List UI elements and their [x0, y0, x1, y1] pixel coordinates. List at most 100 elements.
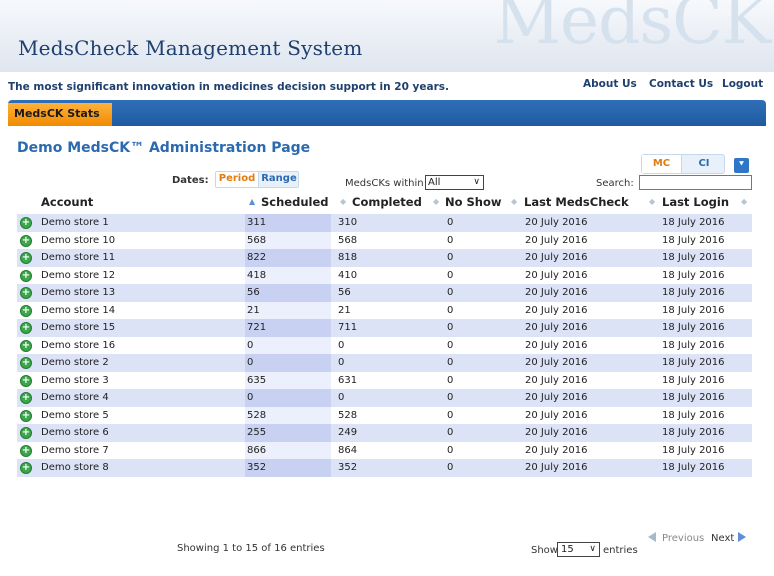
table-header: Account ▲ Scheduled ◆ Completed ◆ No Sho…	[17, 192, 752, 214]
contact-us-link[interactable]: Contact Us	[649, 78, 714, 90]
cell-completed: 410	[338, 269, 358, 281]
cell-last-medscheck: 20 July 2016	[525, 339, 588, 351]
plus-circle-icon[interactable]: +	[20, 462, 32, 474]
cell-account: Demo store 4	[41, 392, 109, 403]
table-row[interactable]: + Demo store 10 568 568 0 20 July 2016 18 July…	[17, 231, 752, 249]
plus-circle-icon[interactable]: +	[20, 304, 32, 317]
table-row[interactable]: + Demo store 5 528 528 0 20 July 2016 18 July …	[17, 406, 752, 424]
cell-completed: 249	[338, 427, 358, 438]
cell-scheduled: 0	[247, 392, 254, 403]
plus-circle-icon[interactable]: +	[20, 409, 32, 422]
plus-circle-icon[interactable]: +	[20, 339, 32, 352]
sort-both-icon: ◆	[433, 197, 440, 206]
plus-circle-icon[interactable]: +	[20, 427, 32, 439]
cell-account: Demo store 6	[41, 427, 109, 438]
cell-no-show: 0	[447, 462, 454, 473]
table-row[interactable]: + Demo store 11 822 818 0 20 July 2016 18 July…	[17, 249, 752, 267]
cell-completed: 631	[338, 374, 358, 386]
cell-no-show: 0	[447, 234, 454, 246]
cell-scheduled: 21	[247, 304, 260, 316]
search-input[interactable]	[639, 175, 752, 190]
tab-medsck-stats[interactable]: MedsCK Stats	[8, 103, 112, 126]
next-label: Next	[711, 533, 735, 544]
plus-circle-icon[interactable]: +	[20, 357, 32, 369]
column-header-no-show[interactable]: No Show	[445, 195, 502, 209]
sort-both-icon: ◆	[741, 197, 748, 206]
table-info: Showing 1 to 15 of 16 entries	[177, 543, 325, 554]
medscks-within-label: MedsCKs within	[345, 178, 424, 189]
table-row[interactable]: + Demo store 6 255 249 0 20 July 2016 18 July …	[17, 424, 752, 442]
table-row[interactable]: + Demo store 1 311 310 0 20 July 2016 18 July …	[17, 214, 752, 232]
table-row[interactable]: + Demo store 7 866 864 0 20 July 2016 18 July …	[17, 441, 752, 459]
cell-last-login: 18 July 2016	[662, 217, 725, 228]
column-header-last-login[interactable]: Last Login	[662, 195, 730, 209]
cell-last-login: 18 July 2016	[662, 374, 725, 386]
cell-completed: 0	[338, 339, 345, 351]
double-chevron-down-icon[interactable]: ⯆	[734, 158, 749, 173]
cell-no-show: 0	[447, 392, 454, 403]
page-length-select[interactable]: 15 ∨	[557, 542, 600, 557]
plus-circle-icon[interactable]: +	[20, 287, 32, 299]
column-header-scheduled[interactable]: Scheduled	[261, 195, 329, 209]
cell-account: Demo store 15	[41, 322, 116, 333]
toggle-ci-button[interactable]: CI	[698, 158, 710, 169]
range-button[interactable]: Range	[261, 173, 297, 184]
table-row[interactable]: + Demo store 8 352 352 0 20 July 2016 18 July …	[17, 459, 752, 477]
cell-no-show: 0	[447, 427, 454, 438]
cell-no-show: 0	[447, 339, 454, 351]
toggle-mc-button[interactable]: MC	[642, 155, 682, 173]
column-header-completed[interactable]: Completed	[352, 195, 422, 209]
chevron-down-icon: ∨	[589, 544, 596, 554]
cell-last-login: 18 July 2016	[662, 304, 725, 316]
cell-no-show: 0	[447, 304, 454, 316]
plus-circle-icon[interactable]: +	[20, 444, 32, 457]
table-row[interactable]: + Demo store 14 21 21 0 20 July 2016 18 July 2…	[17, 301, 752, 319]
table-row[interactable]: + Demo store 12 418 410 0 20 July 2016 18 July…	[17, 266, 752, 284]
cell-completed: 0	[338, 357, 345, 368]
about-us-link[interactable]: About Us	[583, 78, 637, 90]
logout-link[interactable]: Logout	[722, 78, 764, 90]
column-header-account[interactable]: Account	[41, 195, 94, 209]
cell-account: Demo store 13	[41, 287, 116, 298]
cell-last-medscheck: 20 July 2016	[525, 287, 588, 298]
cell-no-show: 0	[447, 322, 454, 333]
tagline-bar	[0, 72, 774, 98]
plus-circle-icon[interactable]: +	[20, 234, 32, 247]
cell-scheduled: 528	[247, 409, 267, 421]
cell-account: Demo store 14	[41, 304, 116, 316]
plus-circle-icon[interactable]: +	[20, 392, 32, 404]
sorted-column-highlight	[245, 301, 331, 319]
cell-last-medscheck: 20 July 2016	[525, 252, 588, 263]
table-row[interactable]: + Demo store 16 0 0 0 20 July 2016 18 July 201…	[17, 336, 752, 354]
plus-circle-icon[interactable]: +	[20, 252, 32, 264]
cell-last-login: 18 July 2016	[662, 339, 725, 351]
previous-button[interactable]: Previous	[648, 532, 704, 544]
sorted-column-highlight	[245, 249, 331, 267]
plus-circle-icon[interactable]: +	[20, 322, 32, 334]
table-row[interactable]: + Demo store 13 56 56 0 20 July 2016 18 July 2…	[17, 284, 752, 302]
column-header-last-medscheck[interactable]: Last MedsCheck	[524, 195, 629, 209]
plus-circle-icon[interactable]: +	[20, 217, 32, 229]
cell-no-show: 0	[447, 252, 454, 263]
plus-circle-icon[interactable]: +	[20, 269, 32, 282]
sorted-column-highlight	[245, 371, 331, 389]
table-row[interactable]: + Demo store 2 0 0 0 20 July 2016 18 July 2016	[17, 354, 752, 372]
cell-account: Demo store 1	[41, 217, 109, 228]
table-row[interactable]: + Demo store 15 721 711 0 20 July 2016 18 July…	[17, 319, 752, 337]
cell-completed: 568	[338, 234, 358, 246]
previous-label: Previous	[662, 533, 705, 544]
cell-no-show: 0	[447, 357, 454, 368]
table-row[interactable]: + Demo store 3 635 631 0 20 July 2016 18 July …	[17, 371, 752, 389]
arrow-right-icon	[738, 532, 747, 542]
table-row[interactable]: + Demo store 4 0 0 0 20 July 2016 18 July 2016	[17, 389, 752, 407]
period-button[interactable]: Period	[216, 172, 259, 187]
next-button[interactable]: Next	[711, 532, 747, 544]
header: MedsCK MedsCheck Management System	[0, 0, 774, 72]
cell-last-medscheck: 20 July 2016	[525, 444, 588, 456]
cell-last-medscheck: 20 July 2016	[525, 269, 588, 281]
medscks-within-select[interactable]: All ∨	[425, 175, 484, 190]
cell-scheduled: 255	[247, 427, 267, 438]
cell-last-login: 18 July 2016	[662, 357, 725, 368]
plus-circle-icon[interactable]: +	[20, 374, 32, 387]
cell-scheduled: 568	[247, 234, 267, 246]
